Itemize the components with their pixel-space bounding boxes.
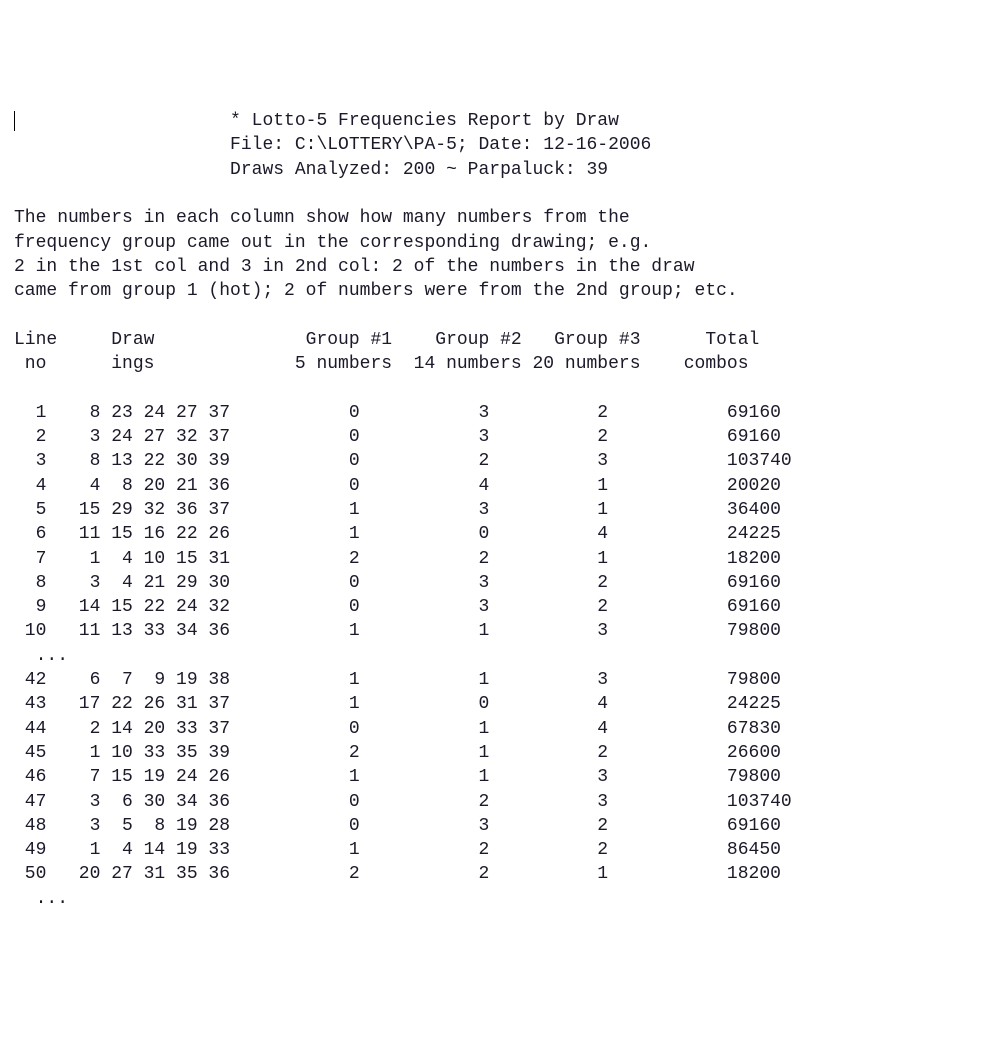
report-text: * Lotto-5 Frequencies Report by Draw Fil…: [14, 111, 792, 909]
